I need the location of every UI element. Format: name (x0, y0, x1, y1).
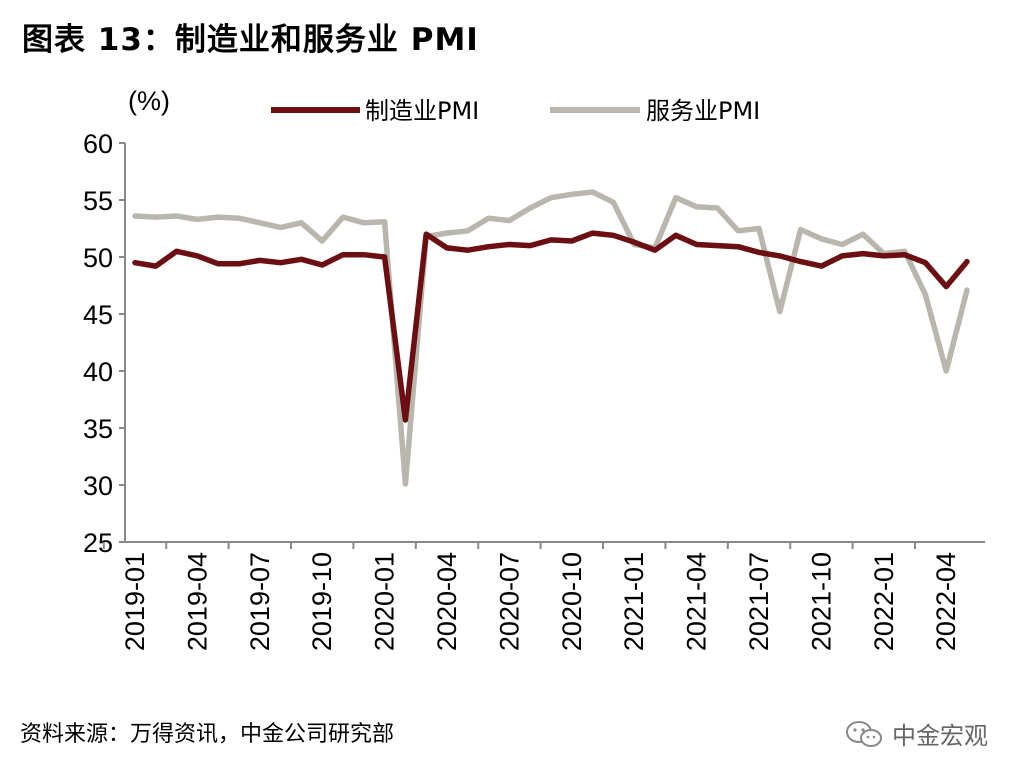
plot-lines (132, 189, 970, 487)
x-axis: 2019-01 2019-04 2019-07 2019-10 2020-01 2020-… (102, 541, 985, 651)
y-tick-label: 35 (83, 414, 113, 444)
legend-label-manufacturing: 制造业PMI (365, 97, 479, 125)
wechat-icon (846, 720, 882, 747)
x-tick-label: 2022-01 (869, 552, 899, 651)
y-tick-label: 50 (83, 243, 113, 273)
source-note: 资料来源：万得资讯，中金公司研究部 (20, 722, 395, 747)
x-tick-label: 2021-07 (744, 552, 774, 651)
chart-title: 图表 13：制造业和服务业 PMI (22, 22, 479, 58)
line-chart: (%) 制造业PMI 服务业PMI 25 30 35 40 45 50 55 60 2019-… (83, 86, 985, 651)
y-tick-label: 55 (83, 186, 113, 216)
x-tick-label: 2019-07 (245, 552, 275, 651)
manufacturing-pmi-line (132, 230, 970, 423)
x-tick-label: 2021-04 (682, 552, 712, 651)
x-tick-label: 2022-04 (931, 552, 961, 651)
x-tick-label: 2021-01 (619, 552, 649, 651)
legend: 制造业PMI 服务业PMI (271, 97, 760, 125)
y-tick-label: 60 (83, 129, 113, 159)
x-tick-label: 2021-10 (806, 552, 836, 651)
legend-label-services: 服务业PMI (646, 97, 760, 125)
x-tick-label: 2020-07 (494, 552, 524, 651)
y-tick-label: 30 (83, 471, 113, 501)
watermark-text: 中金宏观 (892, 722, 988, 750)
y-tick-label: 45 (83, 300, 113, 330)
y-axis: 25 30 35 40 45 50 55 60 (83, 129, 126, 558)
y-tick-label: 40 (83, 357, 113, 387)
x-tick-label: 2019-04 (182, 552, 212, 651)
x-tick-label: 2019-10 (307, 552, 337, 651)
services-pmi-line (132, 189, 970, 487)
x-tick-label: 2020-04 (432, 552, 462, 651)
x-tick-label: 2020-01 (370, 552, 400, 651)
y-axis-unit: (%) (128, 86, 170, 116)
y-tick-label: 25 (83, 528, 113, 558)
x-tick-label: 2020-10 (557, 552, 587, 651)
x-tick-label: 2019-01 (120, 552, 150, 651)
watermark: 中金宏观 (844, 716, 988, 751)
